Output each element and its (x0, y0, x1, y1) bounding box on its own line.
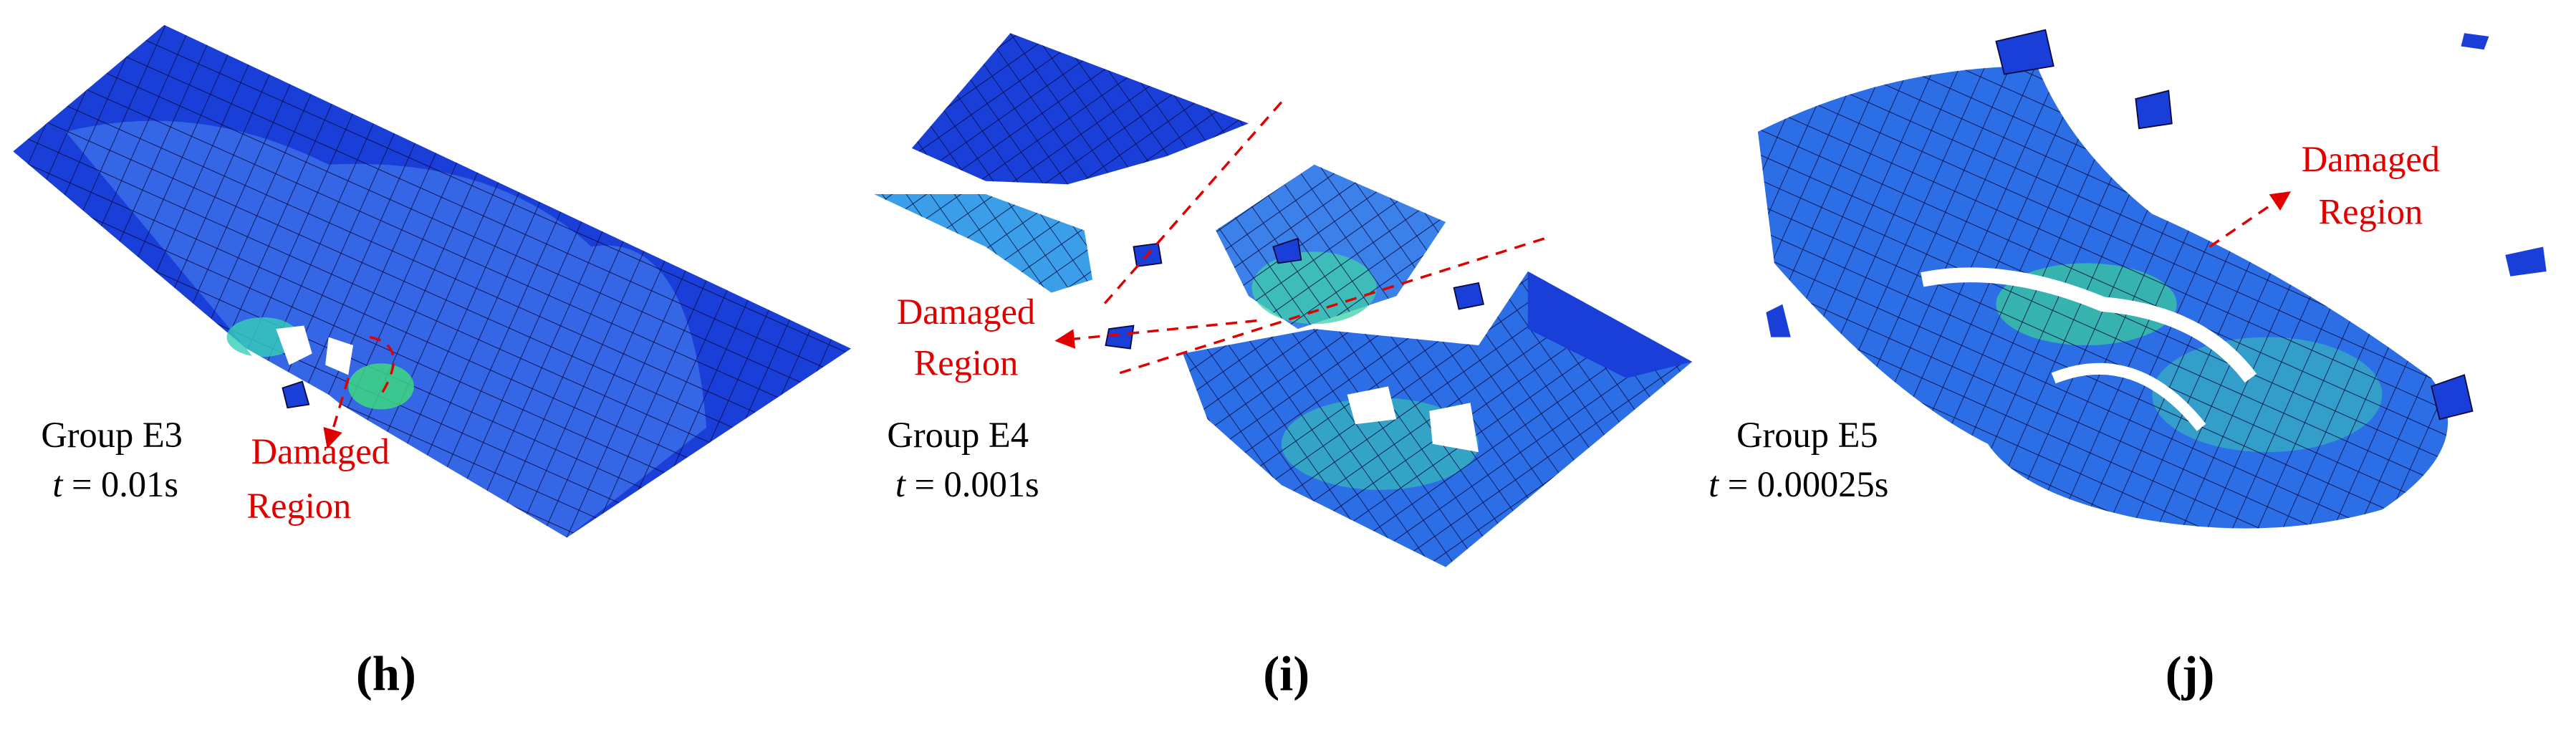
damage-label: Damaged (251, 431, 390, 471)
time-value: = 0.01s (72, 464, 178, 504)
time-label: t = 0.01s (52, 464, 178, 504)
damage-label: Region (914, 342, 1019, 383)
time-symbol: t (52, 464, 64, 504)
time-value: = 0.00025s (1728, 464, 1889, 504)
damage-label: Region (2318, 191, 2423, 231)
panel-label: (h) (356, 647, 416, 701)
time-symbol: t (895, 464, 907, 504)
group-label: Group E4 (887, 415, 1029, 455)
panel-label: (i) (1263, 647, 1309, 701)
panel-i-text: Group E4 t = 0.001s Damaged Region (i) (887, 292, 1309, 701)
panel-j-text: Group E5 t = 0.00025s Damaged Region (j) (1708, 139, 2440, 701)
panel-j-mesh (1757, 29, 2547, 529)
time-symbol: t (1708, 464, 1720, 504)
panel-h-text: Group E3 t = 0.01s Damaged Region (h) (41, 415, 416, 701)
group-label: Group E3 (41, 415, 183, 455)
panel-label: (j) (2166, 647, 2215, 701)
time-value: = 0.001s (915, 464, 1039, 504)
damage-label: Region (247, 486, 352, 526)
time-label: t = 0.00025s (1708, 464, 1888, 504)
time-label: t = 0.001s (895, 464, 1039, 504)
group-label: Group E5 (1736, 415, 1878, 455)
damage-label: Damaged (2302, 139, 2440, 179)
panel-i-mesh (874, 33, 1693, 567)
damage-label: Damaged (897, 292, 1035, 332)
panel-h-mesh (13, 24, 851, 538)
